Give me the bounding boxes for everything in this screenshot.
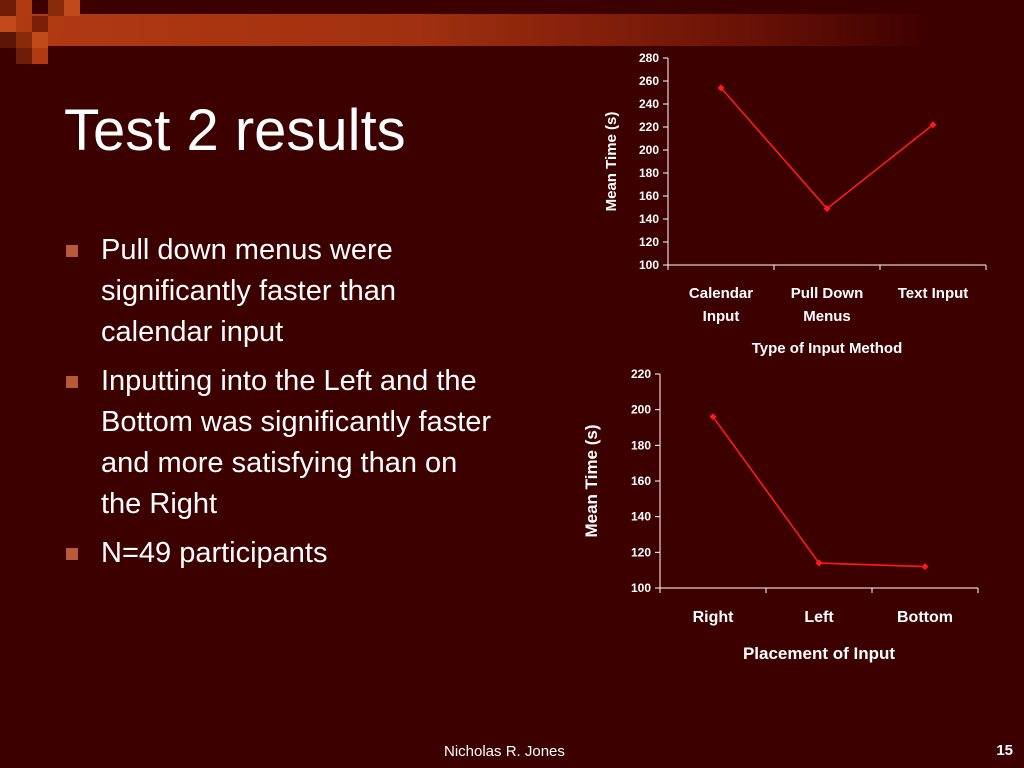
y-tick-label: 200 <box>631 403 651 417</box>
y-tick-label: 140 <box>639 212 659 226</box>
bullet-item: Inputting into the Left and the Bottom w… <box>64 361 504 525</box>
y-tick-label: 120 <box>639 235 659 249</box>
decorative-square <box>16 48 32 64</box>
y-tick-label: 180 <box>631 438 651 452</box>
decorative-square <box>32 32 48 48</box>
bullet-text: Pull down menus were significantly faste… <box>101 234 396 348</box>
data-point <box>929 121 937 129</box>
y-tick-label: 260 <box>639 74 659 88</box>
decorative-square <box>32 48 48 64</box>
bullet-square-icon <box>66 548 78 560</box>
decorative-squares <box>0 0 90 70</box>
bullet-item: Pull down menus were significantly faste… <box>64 230 504 353</box>
y-tick-label: 100 <box>639 258 659 272</box>
decorative-square <box>48 16 64 32</box>
x-tick-label: Text Input <box>898 285 969 302</box>
y-tick-label: 140 <box>631 510 651 524</box>
bullet-list: Pull down menus were significantly faste… <box>64 230 504 582</box>
y-tick-label: 240 <box>639 97 659 111</box>
x-tick-label: Right <box>693 609 735 626</box>
slide-title: Test 2 results <box>64 98 406 163</box>
x-tick-label: Calendar <box>689 285 753 302</box>
y-tick-label: 220 <box>639 120 659 134</box>
data-point <box>709 413 717 421</box>
footer-author: Nicholas R. Jones <box>444 743 565 760</box>
decorative-square <box>16 0 32 16</box>
decorative-square <box>64 0 80 16</box>
x-axis-label: Type of Input Method <box>752 340 903 357</box>
bullet-item: N=49 participants <box>64 533 504 574</box>
data-point <box>717 84 725 92</box>
y-axis-label: Mean Time (s) <box>582 424 601 537</box>
y-tick-label: 280 <box>639 51 659 65</box>
data-point <box>921 563 929 571</box>
bullet-square-icon <box>66 245 78 257</box>
data-point <box>815 559 823 567</box>
y-tick-label: 160 <box>639 189 659 203</box>
series-line <box>712 416 926 568</box>
y-tick-label: 200 <box>639 143 659 157</box>
page-number: 15 <box>996 742 1013 759</box>
x-tick-label: Left <box>804 609 834 626</box>
y-axis-label: Mean Time (s) <box>603 112 620 212</box>
x-tick-label: Menus <box>803 308 851 325</box>
y-tick-label: 220 <box>631 367 651 381</box>
bullet-text: N=49 participants <box>101 537 328 569</box>
bullet-square-icon <box>66 376 78 388</box>
bullet-text: Inputting into the Left and the Bottom w… <box>101 365 492 520</box>
x-axis-label: Placement of Input <box>743 644 895 663</box>
header-accent-band <box>0 14 930 46</box>
decorative-square <box>0 16 16 32</box>
y-tick-label: 120 <box>631 545 651 559</box>
decorative-square <box>0 0 16 16</box>
x-tick-label: Bottom <box>897 609 953 626</box>
decorative-square <box>32 16 48 32</box>
y-tick-label: 160 <box>631 474 651 488</box>
data-point <box>823 205 831 213</box>
decorative-square <box>0 32 16 48</box>
x-tick-label: Pull Down <box>791 285 864 302</box>
y-tick-label: 180 <box>639 166 659 180</box>
x-tick-label: Input <box>703 308 740 325</box>
decorative-square <box>16 32 32 48</box>
decorative-square <box>48 0 64 16</box>
y-tick-label: 100 <box>631 581 651 595</box>
